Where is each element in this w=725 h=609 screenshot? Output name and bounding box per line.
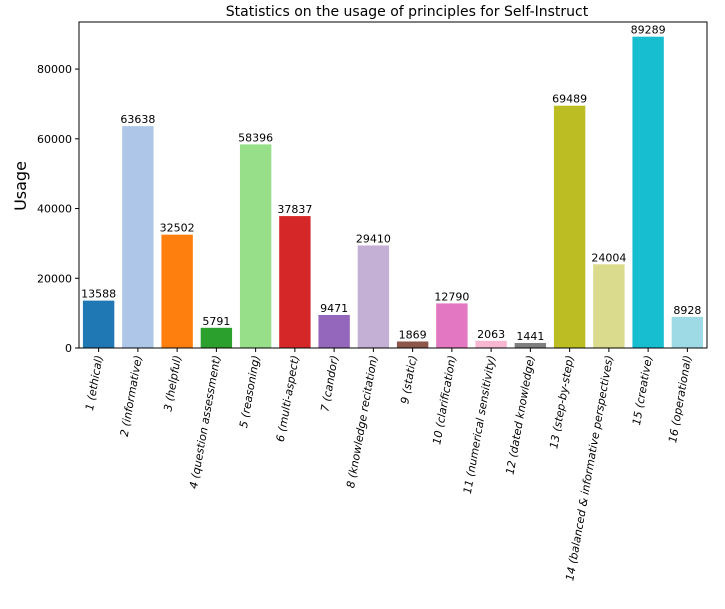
x-tick-label-4: 4 (question assessment): [187, 354, 223, 490]
x-tick-label-12: 12 (dated knowledge): [504, 354, 538, 475]
plot-frame: [78, 21, 708, 349]
data-labels-layer: 13588 63638 32502 5791 58396 37837 9471 29410 18…: [81, 24, 701, 343]
y-tick-label-2: 40000: [37, 203, 72, 216]
data-label-11: 2063: [477, 328, 505, 341]
bar-1: [82, 300, 115, 348]
x-tick-label-3: 3 (helpful): [161, 354, 184, 412]
x-tick-label-13: 13 (step-by-step): [547, 354, 576, 450]
bar-2: [122, 126, 154, 349]
bar-14: [593, 264, 625, 348]
data-label-16: 8928: [673, 304, 701, 317]
data-label-13: 69489: [552, 93, 587, 106]
data-label-14: 24004: [591, 251, 626, 264]
bar-11: [475, 340, 507, 348]
y-axis-label: Usage: [11, 161, 30, 211]
bar-16: [671, 316, 704, 348]
x-tick-label-15: 15 (creative): [630, 354, 655, 426]
x-tick-label-10: 10 (clarification): [430, 354, 459, 445]
y-tick-label-4: 80000: [37, 63, 72, 76]
x-tick-label-8: 8 (knowledge recitation): [344, 354, 380, 489]
data-label-8: 29410: [356, 232, 391, 245]
data-label-4: 5791: [202, 315, 230, 328]
data-label-5: 58396: [238, 131, 273, 144]
bar-6: [279, 216, 311, 348]
bar-8: [357, 245, 390, 348]
y-tick-label-0: 0: [65, 342, 72, 355]
x-tick-label-5: 5 (reasoning): [237, 354, 263, 429]
chart-title: Statistics on the usage of principles fo…: [226, 4, 589, 20]
data-label-2: 63638: [120, 113, 155, 126]
data-label-9: 1869: [399, 328, 427, 341]
data-label-3: 32502: [160, 222, 195, 235]
x-axis: 1 (ethical) 2 (informative) 3 (helpful) 4 (…: [83, 348, 694, 582]
bar-12: [514, 342, 547, 348]
bar-15: [632, 36, 664, 349]
axes-frame: [78, 21, 708, 349]
bar-13: [553, 105, 586, 348]
bar-5: [239, 144, 272, 348]
x-tick-label-16: 16 (operational): [666, 354, 694, 444]
bar-9: [396, 341, 429, 348]
data-label-1: 13588: [81, 288, 116, 301]
x-tick-label-2: 2 (informative): [118, 354, 145, 437]
data-label-15: 89289: [631, 24, 666, 37]
x-tick-label-9: 9 (static): [398, 354, 419, 405]
data-label-10: 12790: [434, 290, 469, 303]
bars-layer: [82, 36, 704, 349]
x-tick-label-14: 14 (balanced & informative perspectives): [563, 354, 616, 582]
x-tick-label-6: 6 (multi-aspect): [274, 354, 302, 443]
bar-3: [161, 234, 193, 348]
y-tick-label-3: 60000: [37, 133, 72, 146]
x-tick-label-11: 11 (numerical sensitivity): [461, 354, 498, 495]
y-axis: 0 20000 40000 60000 80000: [37, 63, 79, 355]
data-label-6: 37837: [277, 203, 312, 216]
data-label-7: 9471: [320, 302, 348, 315]
data-label-12: 1441: [516, 330, 544, 343]
bar-4: [200, 327, 233, 348]
x-tick-label-1: 1 (ethical): [83, 354, 106, 411]
bar-7: [318, 314, 350, 348]
bar-10: [436, 303, 468, 348]
x-tick-label-7: 7 (candor): [318, 354, 341, 412]
y-tick-label-1: 20000: [37, 272, 72, 285]
